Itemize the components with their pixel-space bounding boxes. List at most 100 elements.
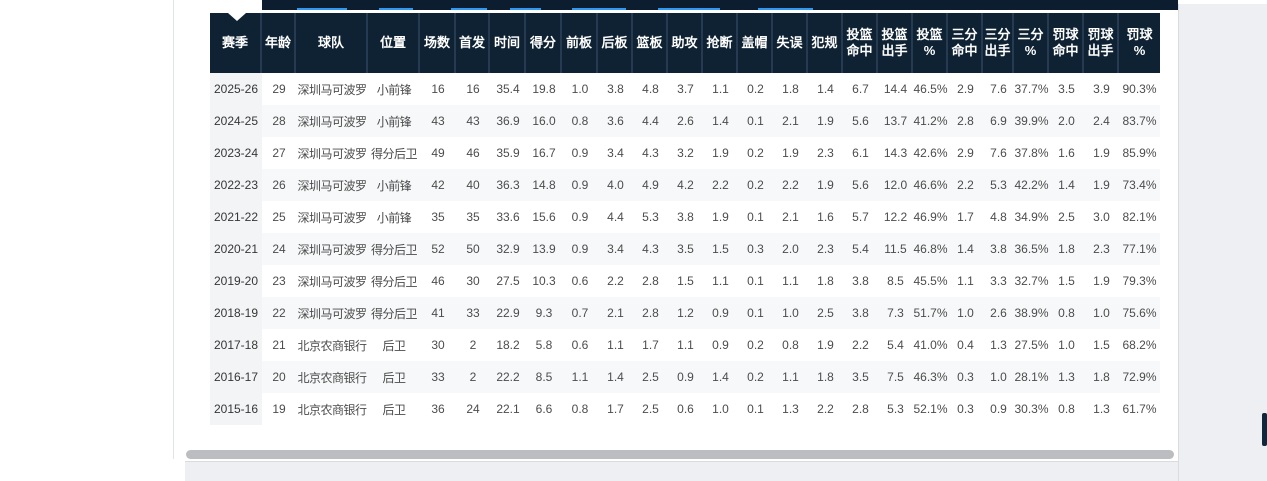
column-header-9[interactable]: 后板 — [598, 13, 633, 73]
table-row[interactable]: 2021-22 25 深圳马可波罗 小前锋 35 35 33.6 15.6 0.9 4.4 5.3 3… — [210, 201, 1160, 233]
stat-cell: 2.1 — [607, 306, 624, 320]
stat-cell: 49 — [431, 146, 445, 160]
column-header-3[interactable]: 位置 — [368, 13, 420, 73]
stat-cell: 1.4 — [957, 242, 974, 256]
stat-cell: 小前锋 — [376, 178, 412, 193]
column-header-16[interactable]: 投篮 命中 — [843, 13, 878, 73]
table-row[interactable]: 2015-16 19 北京农商银行 后卫 36 24 22.1 6.6 0.8 1.7 2.5 0.6… — [210, 393, 1160, 425]
stat-cell: 3.5 — [1058, 82, 1075, 96]
selected-tab-caret-icon — [228, 13, 246, 21]
column-header-23[interactable]: 罚球 出手 — [1084, 13, 1119, 73]
horizontal-scrollbar-thumb[interactable] — [186, 450, 1174, 459]
column-header-7[interactable]: 得分 — [526, 13, 562, 73]
stat-cell: 2.5 — [817, 306, 834, 320]
stat-cell: 42.2% — [1014, 178, 1049, 192]
column-header-13[interactable]: 盖帽 — [738, 13, 773, 73]
column-header-14[interactable]: 失误 — [773, 13, 808, 73]
column-header-19[interactable]: 三分 命中 — [948, 13, 983, 73]
stat-cell: 30 — [431, 338, 445, 352]
top-tab-bar[interactable] — [262, 0, 1178, 10]
stat-cell: 33 — [431, 370, 445, 384]
column-header-22[interactable]: 罚球 命中 — [1049, 13, 1084, 73]
stat-cell: 3.8 — [990, 242, 1007, 256]
stat-cell: 1.4 — [1058, 178, 1075, 192]
stat-cell: 42.6% — [913, 146, 948, 160]
stat-cell: 2.8 — [642, 306, 659, 320]
stat-cell: 1.8 — [817, 370, 834, 384]
stat-cell: 1.7 — [957, 210, 974, 224]
stat-cell: 7.6 — [990, 146, 1007, 160]
tab-underline-5 — [658, 8, 720, 10]
stat-cell: 6.6 — [535, 402, 553, 416]
stat-cell: 6.9 — [990, 114, 1007, 128]
stat-cell: 35 — [466, 210, 480, 224]
stat-cell: 2.8 — [957, 114, 974, 128]
tab-underline-0 — [297, 8, 347, 10]
column-header-1[interactable]: 年龄 — [262, 13, 296, 73]
table-row[interactable]: 2016-17 20 北京农商银行 后卫 33 2 22.2 8.5 1.1 1.4 2.5 0.9 1… — [210, 361, 1160, 393]
stat-cell: 16.7 — [532, 146, 556, 160]
column-header-17[interactable]: 投篮 出手 — [878, 13, 913, 73]
table-row[interactable]: 2023-24 27 深圳马可波罗 得分后卫 49 46 35.9 16.7 0.9 3.4 4.3… — [210, 137, 1160, 169]
stat-cell: 1.0 — [1093, 306, 1110, 320]
table-row[interactable]: 2018-19 22 深圳马可波罗 得分后卫 41 33 22.9 9.3 0.7 2.1 2.8 1… — [210, 297, 1160, 329]
column-header-24[interactable]: 罚球 % — [1119, 13, 1160, 73]
table-row[interactable]: 2020-21 24 深圳马可波罗 得分后卫 52 50 32.9 13.9 0.9 3.4 4.3… — [210, 233, 1160, 265]
column-header-18[interactable]: 投篮 % — [913, 13, 948, 73]
table-row[interactable]: 2025-26 29 深圳马可波罗 小前锋 16 16 35.4 19.8 1.0 3.8 4.8 3… — [210, 73, 1160, 105]
stat-cell: 1.9 — [712, 210, 729, 224]
stat-cell: 13.9 — [532, 242, 556, 256]
column-header-10[interactable]: 篮板 — [633, 13, 668, 73]
stat-cell: 0.8 — [1058, 402, 1075, 416]
column-header-8[interactable]: 前板 — [562, 13, 598, 73]
stat-cell: 4.3 — [642, 242, 659, 256]
stat-cell: 35 — [431, 210, 445, 224]
column-header-2[interactable]: 球队 — [296, 13, 368, 73]
stat-cell: 22 — [272, 306, 286, 320]
table-row[interactable]: 2024-25 28 深圳马可波罗 小前锋 43 43 36.9 16.0 0.8 3.6 4.4 2… — [210, 105, 1160, 137]
stat-cell: 2.3 — [817, 146, 834, 160]
stat-cell: 4.4 — [642, 114, 659, 128]
stat-cell: 61.7% — [1122, 402, 1157, 416]
stat-cell: 0.7 — [571, 306, 589, 320]
stat-cell: 43 — [431, 114, 445, 128]
stat-cell: 30.3% — [1014, 402, 1049, 416]
stat-cell: 1.6 — [1058, 146, 1075, 160]
column-header-4[interactable]: 场数 — [420, 13, 456, 73]
stat-cell: 52 — [431, 242, 445, 256]
tab-underline-3 — [510, 8, 541, 10]
table-row[interactable]: 2017-18 21 北京农商银行 后卫 30 2 18.2 5.8 0.6 1.1 1.7 1.1 0… — [210, 329, 1160, 361]
column-header-0[interactable]: 赛季 — [210, 13, 262, 73]
stat-cell: 0.2 — [747, 370, 764, 384]
stat-cell: 1.5 — [677, 274, 694, 288]
vertical-scrollbar-thumb[interactable] — [1262, 413, 1267, 446]
stat-cell: 43 — [466, 114, 480, 128]
stat-cell: 42 — [431, 178, 445, 192]
stat-cell: 3.8 — [677, 210, 694, 224]
stat-cell: 7.3 — [887, 306, 904, 320]
stat-cell: 0.9 — [571, 146, 589, 160]
stat-cell: 北京农商银行 — [297, 402, 367, 417]
column-header-12[interactable]: 抢断 — [703, 13, 738, 73]
stat-cell: 3.4 — [607, 146, 624, 160]
stat-cell: 38.9% — [1014, 306, 1049, 320]
stat-cell: 3.5 — [677, 242, 694, 256]
stat-cell: 2 — [469, 338, 477, 352]
stat-cell: 3.3 — [990, 274, 1007, 288]
column-header-15[interactable]: 犯规 — [808, 13, 843, 73]
stat-cell: 后卫 — [382, 370, 406, 385]
table-row[interactable]: 2022-23 26 深圳马可波罗 小前锋 42 40 36.3 14.8 0.9 4.0 4.9 4… — [210, 169, 1160, 201]
column-header-6[interactable]: 时间 — [490, 13, 526, 73]
column-header-20[interactable]: 三分 出手 — [983, 13, 1014, 73]
stat-cell: 1.3 — [1093, 402, 1110, 416]
stat-cell: 1.2 — [677, 306, 694, 320]
tab-underline-1 — [379, 8, 413, 10]
column-header-5[interactable]: 首发 — [456, 13, 490, 73]
column-header-21[interactable]: 三分 % — [1014, 13, 1049, 73]
stat-cell: 5.6 — [852, 114, 869, 128]
stat-cell: 46 — [466, 146, 480, 160]
column-header-11[interactable]: 助攻 — [668, 13, 703, 73]
table-row[interactable]: 2019-20 23 深圳马可波罗 得分后卫 46 30 27.5 10.3 0.6 2.2 2.8… — [210, 265, 1160, 297]
stat-cell: 小前锋 — [376, 210, 412, 225]
stat-cell: 2.6 — [677, 114, 694, 128]
